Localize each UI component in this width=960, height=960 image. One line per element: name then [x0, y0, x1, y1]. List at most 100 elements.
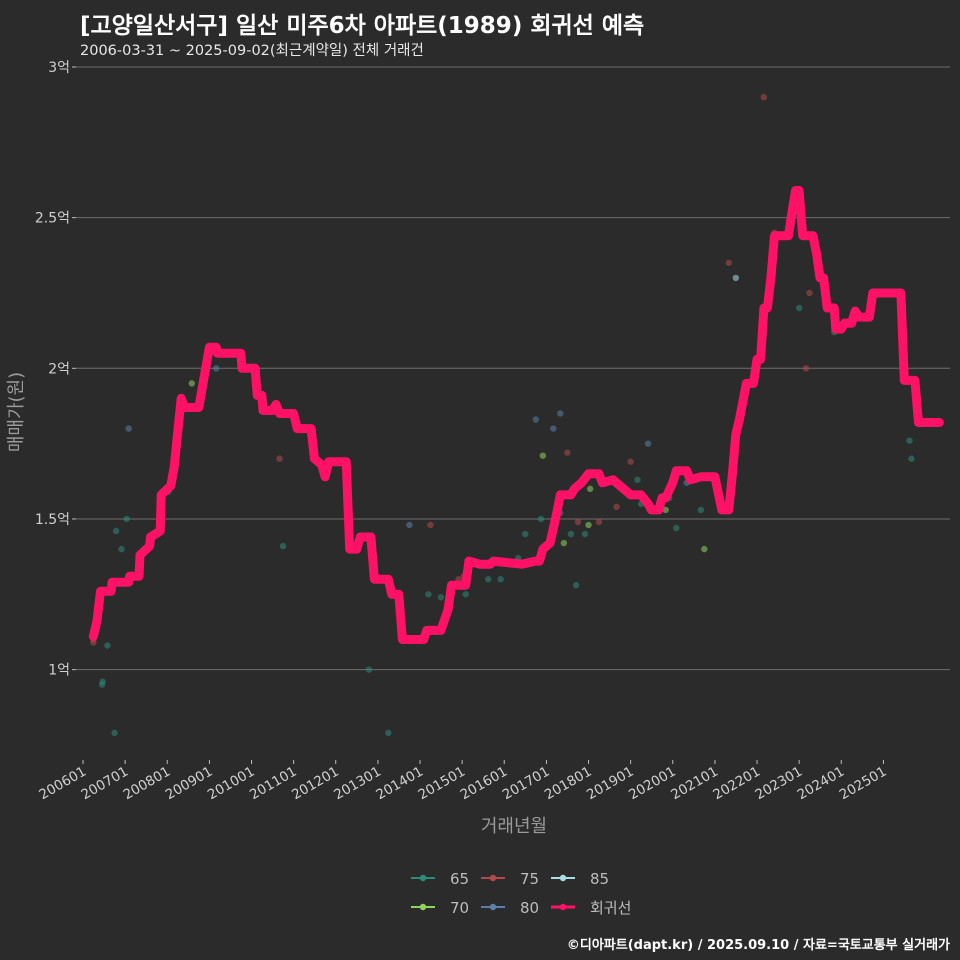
data-point-70 — [701, 545, 708, 553]
data-point-75 — [613, 503, 620, 511]
data-point-70 — [585, 521, 592, 529]
data-point-65 — [522, 530, 529, 538]
x-axis-ticks: 2006012007012008012009012010012011012012… — [36, 760, 889, 803]
data-point-80 — [532, 416, 540, 423]
x-tick-label: 200601 — [36, 764, 89, 804]
y-tick-label: 1.5억 — [35, 512, 70, 528]
legend-label: 70 — [450, 899, 469, 917]
data-point-65 — [567, 530, 575, 538]
x-tick-label: 202001 — [626, 764, 679, 804]
data-point-80 — [125, 425, 132, 432]
y-tick-label: 3억 — [48, 60, 70, 76]
data-point-75 — [627, 458, 634, 465]
data-point-65 — [572, 582, 580, 589]
x-tick-label: 201301 — [331, 764, 384, 804]
data-point-80 — [644, 440, 652, 447]
data-point-75 — [564, 449, 571, 456]
x-tick-label: 201801 — [542, 764, 595, 804]
data-point-80 — [550, 425, 557, 432]
x-tick-label: 201001 — [205, 764, 258, 804]
data-point-65 — [485, 576, 492, 583]
legend-label: 85 — [590, 870, 609, 888]
data-point-80 — [557, 410, 564, 417]
data-point-85 — [732, 274, 740, 282]
data-point-75 — [595, 518, 603, 526]
x-tick-label: 202101 — [668, 764, 721, 804]
data-point-70 — [586, 485, 594, 493]
y-axis-label: 매매가(원) — [6, 372, 27, 452]
x-tick-label: 200801 — [121, 764, 174, 804]
x-tick-label: 201701 — [500, 764, 553, 804]
data-point-65 — [795, 304, 803, 312]
data-point-65 — [634, 476, 641, 483]
x-tick-label: 202201 — [710, 764, 763, 804]
data-point-65 — [908, 455, 915, 462]
legend-swatch-dot — [559, 903, 567, 911]
data-point-65 — [104, 642, 111, 649]
data-point-65 — [111, 729, 118, 737]
data-point-75 — [806, 289, 813, 297]
data-point-75 — [802, 365, 810, 372]
data-point-65 — [279, 542, 287, 550]
x-tick-label: 201101 — [247, 764, 300, 804]
x-tick-label: 201501 — [415, 764, 468, 804]
data-point-75 — [574, 518, 582, 526]
legend-swatch-dot — [419, 903, 427, 911]
data-point-65 — [462, 591, 469, 598]
data-point-75 — [760, 93, 768, 101]
data-point-65 — [365, 666, 373, 673]
data-point-75 — [427, 521, 434, 529]
data-point-65 — [497, 576, 504, 583]
legend-swatch-dot — [489, 874, 497, 882]
x-tick-label: 201201 — [289, 764, 342, 804]
x-tick-label: 202501 — [837, 764, 890, 804]
data-point-65 — [118, 545, 125, 553]
data-point-65 — [123, 515, 130, 523]
data-point-65 — [112, 527, 120, 535]
data-point-65 — [697, 506, 705, 514]
data-point-65 — [437, 594, 445, 601]
legend-label: 회귀선 — [590, 899, 631, 917]
chart-title: [고양일산서구] 일산 미주6차 아파트(1989) 회귀선 예측 — [80, 13, 645, 39]
source-credit: ©디아파트(dapt.kr) / 2025.09.10 / 자료=국토교통부 실… — [566, 938, 950, 953]
x-tick-label: 202301 — [753, 764, 806, 804]
data-point-80 — [406, 521, 413, 529]
data-point-80 — [213, 365, 220, 372]
legend-swatch-dot — [489, 903, 497, 911]
data-point-65 — [385, 729, 392, 737]
data-point-65 — [425, 591, 432, 598]
x-tick-label: 201401 — [373, 764, 426, 804]
data-point-75 — [90, 639, 97, 646]
data-point-65 — [581, 530, 589, 538]
data-point-75 — [276, 455, 283, 462]
data-point-70 — [560, 539, 568, 547]
x-tick-label: 201901 — [584, 764, 637, 804]
x-tick-label: 201601 — [458, 764, 511, 804]
legend-label: 65 — [450, 870, 469, 888]
y-tick-label: 1억 — [48, 663, 70, 679]
regression-line-layer — [88, 186, 944, 644]
chart-subtitle: 2006-03-31 ~ 2025-09-02(최근계약일) 전체 거래건 — [80, 43, 424, 59]
data-point-70 — [662, 506, 669, 514]
y-tick-label: 2.5억 — [35, 211, 70, 227]
x-axis-label: 거래년월 — [481, 816, 547, 837]
scatter-points — [90, 93, 915, 737]
y-tick-label: 2억 — [48, 361, 70, 377]
data-point-70 — [188, 380, 195, 387]
x-tick-label: 200901 — [163, 764, 216, 804]
legend: 65 75 85 70 80 회귀선 — [411, 870, 631, 917]
regression-line — [88, 186, 944, 644]
data-point-65 — [537, 515, 545, 523]
data-point-75 — [725, 259, 732, 267]
x-tick-label: 202401 — [795, 764, 848, 804]
legend-label: 75 — [520, 870, 539, 888]
legend-swatch-dot — [419, 874, 427, 882]
x-tick-label: 200701 — [78, 764, 131, 804]
y-axis-ticks: 1억 1.5억 2억 2.5억 3억 — [35, 60, 76, 679]
legend-swatch-dot — [559, 874, 567, 882]
legend-label: 80 — [520, 899, 539, 917]
data-point-65 — [906, 437, 913, 444]
data-point-65 — [673, 524, 680, 532]
data-point-70 — [539, 452, 547, 459]
